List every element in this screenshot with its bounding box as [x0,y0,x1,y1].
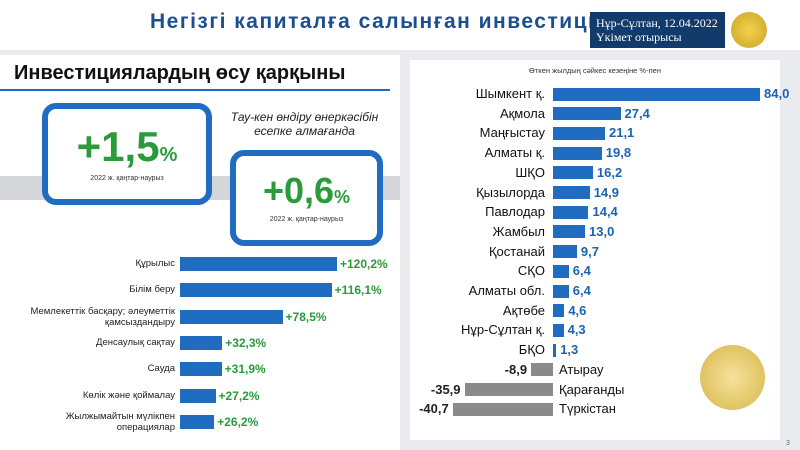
section-title: Инвестициялардың өсу қарқыны [14,62,346,84]
value-label: 4,3 [567,322,586,338]
value-label: 6,4 [572,263,591,279]
bar [553,166,593,180]
value-label: -8,9 [504,361,528,377]
bar [553,323,564,337]
bar [553,284,569,298]
category-label: ШҚО [515,164,545,180]
highlight-box: +0,6% 2022 ж. қаңтар-наурыз [230,150,383,246]
value-label: 19,8 [605,145,632,161]
category-label: Қызылорда [476,184,545,200]
category-label: Көлік және қоймалау [82,389,175,401]
value-label: -35,9 [430,381,461,397]
category-label: Қарағанды [559,381,625,397]
value-label: +26,2% [217,414,259,429]
bar [180,414,215,429]
highlight-period: 2022 ж. қаңтар-наурыз [269,216,344,223]
category-label: СҚО [517,263,545,279]
title-underline [0,89,390,91]
category-label: Шымкент қ. [475,86,545,101]
value-label: 6,4 [572,283,591,298]
category-label: Мемлекеттік басқару; әлеуметтік қамсызда… [30,305,175,328]
highlight-period: 2022 ж. қаңтар-наурыз [90,175,164,182]
category-label: Құрылыс [135,258,175,269]
place-date: Нұр-Сұлтан, 12.04.2022 [596,16,718,30]
bar [553,225,586,239]
category-label: Алматы обл. [468,283,545,298]
value-label: 1,3 [560,342,579,358]
page-number: 3 [786,440,790,447]
emblem [700,345,765,410]
meeting-box: Нұр-Сұлтан, 12.04.2022 Үкімет отырысы [590,12,725,48]
bar [180,309,283,324]
value-label: 16,2 [596,164,623,180]
value-label: +31,9% [224,362,266,377]
category-label: Жылжымайтын мүлікпен операциялар [65,410,175,433]
category-label: Сауда [147,363,175,375]
chart-subtitle: Өткен жылдың сәйкес кезеңіне %-пен [529,66,661,75]
bar [553,304,565,318]
value-label: 13,0 [589,223,615,239]
bar [553,107,621,121]
bar [180,362,222,377]
value-label: 21,1 [608,125,635,141]
bar [464,383,553,396]
bar [553,343,557,357]
highlight-box: +1,5% 2022 ж. қаңтар-наурыз [42,103,212,205]
value-label: 14,4 [592,204,618,220]
event: Үкімет отырысы [596,30,682,44]
category-label: Қостанай [488,243,545,259]
highlight-value: +0,6 [262,170,335,211]
bar [553,87,760,101]
category-label: Түркістан [559,401,616,417]
value-label: 14,9 [593,184,620,200]
value-label: +27,2% [218,388,260,403]
category-label: Денсаулық сақтау [96,336,175,348]
bar [180,283,332,298]
category-label: Білім беру [129,284,175,296]
bar [553,205,589,219]
category-label: Атырау [559,361,604,377]
bar [180,257,337,271]
highlight-unit: % [159,144,178,166]
category-label: БҚО [518,342,545,358]
category-label: Нұр-Сұлтан қ. [460,322,545,338]
bar [553,126,605,140]
bar [531,363,553,377]
value-label: +116,1% [334,283,382,298]
highlight-note: Тау-кен өндіру өнеркәсібін есепке алмаға… [230,110,379,138]
category-label: Алматы қ. [484,145,545,161]
value-label: +120,2% [340,257,388,271]
category-label: Маңғыстау [479,125,545,141]
value-label: 4,6 [568,302,587,318]
value-label: +32,3% [225,335,267,350]
category-label: Ақмола [499,105,545,121]
category-label: Павлодар [485,204,545,220]
value-label: 27,4 [624,105,650,121]
bar [553,264,569,278]
bar [553,146,602,160]
value-label: 9,7 [580,243,599,259]
value-label: 84,0 [764,86,790,101]
highlight-value: +1,5 [76,123,160,170]
header-title: Негізгі капиталға салынған инвестици [150,10,603,33]
bar [180,335,223,350]
bar [180,388,216,403]
bar [553,186,590,199]
category-label: Жамбыл [492,223,545,239]
bar [553,245,577,259]
value-label: -40,7 [419,401,449,417]
bar [452,402,553,416]
value-label: +78,5% [285,309,327,324]
emblem [731,12,767,48]
category-label: Ақтөбе [502,302,545,318]
highlight-unit: % [334,187,351,207]
